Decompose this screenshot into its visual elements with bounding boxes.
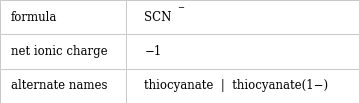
Text: formula: formula	[11, 11, 57, 24]
Text: −1: −1	[144, 45, 162, 58]
Text: net ionic charge: net ionic charge	[11, 45, 107, 58]
Text: alternate names: alternate names	[11, 79, 107, 92]
Text: thiocyanate  |  thiocyanate(1−): thiocyanate | thiocyanate(1−)	[144, 79, 328, 92]
Text: SCN: SCN	[144, 11, 172, 24]
Text: −: −	[177, 4, 184, 12]
